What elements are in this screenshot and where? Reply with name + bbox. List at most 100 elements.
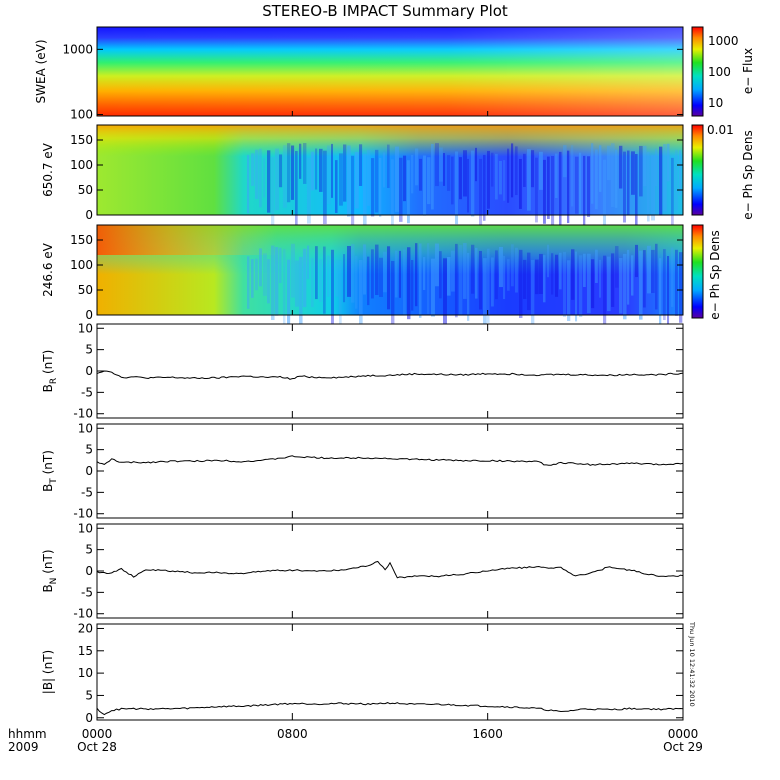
pad-650-texture-streak: [647, 151, 650, 222]
pad-650-texture-streak: [407, 160, 410, 224]
br-y-tick-label: -5: [81, 385, 93, 399]
pad-650-texture-streak: [363, 154, 367, 228]
x-row-label-year: 2009: [8, 740, 39, 754]
pad-246-texture-streak: [599, 259, 602, 298]
pad-246-texture-streak: [275, 247, 279, 316]
pad-650-texture-streak: [323, 150, 327, 225]
pad-650-texture-streak: [575, 156, 579, 214]
pad-246-texture-streak: [471, 244, 475, 294]
pad-650-texture-streak: [455, 151, 459, 225]
pad-650-texture: [247, 143, 682, 233]
bn-series-line: [96, 560, 684, 579]
pad-246-texture-streak: [255, 258, 258, 291]
swea-y-tick-label: 1000: [62, 42, 93, 56]
pad-246-texture-streak: [379, 257, 383, 297]
pad-246-texture-streak: [347, 246, 351, 297]
pad-246-texture-streak: [439, 251, 442, 299]
pad-246-texture-streak: [435, 243, 439, 287]
pad-650-texture-streak: [631, 151, 635, 195]
pad-246-texture-streak: [607, 256, 611, 312]
pad-650-texture-streak: [415, 148, 419, 186]
pad-246-texture-streak: [295, 260, 299, 307]
pad-650-y-tick-label: 50: [78, 183, 93, 197]
pad-650-texture-streak: [451, 156, 454, 205]
pad-246-texture-streak: [431, 258, 435, 317]
pad-246-y-tick-label: 100: [70, 258, 93, 272]
bmag-frame: [96, 623, 684, 721]
bt-y-tick-label: -5: [81, 485, 93, 499]
pad-650-texture-streak: [303, 143, 307, 184]
pad-650-texture-streak: [387, 144, 390, 189]
pad-246-texture-streak: [615, 246, 619, 288]
pad-246-texture-streak: [387, 246, 391, 310]
bmag-y-tick-label: 0: [85, 711, 93, 725]
br-y-tick-label: 5: [85, 343, 93, 357]
pad-650-texture-streak: [487, 150, 490, 209]
pad-650-texture-streak: [471, 150, 475, 217]
pad-246-texture-streak: [403, 249, 406, 315]
pad-246-texture-streak: [507, 259, 510, 291]
magnetic-field-panels: 10 5 0 -5 -10 BR (nT) 10 5 0 -5 -10 BT (nT) 10 5 0 -5 -1…: [41, 321, 684, 725]
pad-650-texture-streak: [367, 149, 371, 206]
pad-650-texture-streak: [679, 150, 682, 196]
bn-panel: 10 5 0 -5 -10 BN (nT): [41, 521, 684, 621]
pad-650-texture-streak: [319, 148, 323, 192]
pad-246-texture-streak: [671, 247, 674, 307]
pad-650-texture-streak: [267, 150, 271, 213]
pad-246-texture-streak: [411, 259, 414, 311]
pad-246-texture-streak: [555, 254, 559, 297]
pad-246-texture-streak: [639, 250, 643, 320]
x-tick-label-date: Oct 28: [77, 740, 117, 754]
pad-650-texture-streak: [403, 155, 407, 202]
pad-246-texture-streak: [663, 249, 666, 321]
pad-650-texture-streak: [499, 160, 502, 195]
bt-y-tick-label: 0: [85, 464, 93, 478]
pad-650-texture-streak: [411, 154, 414, 194]
x-tick-label-date: Oct 29: [663, 740, 703, 754]
pad-246-texture-streak: [583, 253, 586, 288]
x-tick-label-time: 0000: [82, 727, 113, 741]
pad-650-texture-streak: [399, 157, 403, 222]
colorbar-psd-1-bar: [691, 124, 704, 216]
pad-650-texture-streak: [463, 150, 467, 197]
pad-246-texture-streak: [631, 255, 634, 296]
pad-650-texture-streak: [611, 143, 615, 208]
pad-650-texture-streak: [663, 144, 667, 212]
x-tick-label-time: 0000: [668, 727, 699, 741]
pad-650-texture-streak: [495, 153, 498, 200]
colorbar-psd-1-tick: 0.01: [707, 123, 734, 137]
pad-246-texture-streak: [479, 250, 482, 310]
pad-650-texture-streak: [555, 153, 558, 199]
pad-246-texture-streak: [547, 244, 550, 278]
pad-246-texture-streak: [371, 249, 374, 299]
pad-650-y-label: 650.7 eV: [41, 142, 55, 197]
pad-246-texture-streak: [527, 252, 531, 311]
bn-y-tick-label: 10: [78, 521, 93, 535]
pad-650-texture-streak: [675, 149, 678, 211]
bn-y-tick-label: 0: [85, 564, 93, 578]
pad-246-texture-streak: [579, 255, 583, 318]
pad-650-texture-streak: [271, 157, 275, 231]
pad-246-texture-streak: [287, 259, 291, 336]
pad-246-texture-streak: [495, 250, 498, 300]
pad-246-texture-streak: [259, 248, 262, 287]
pad-246-texture-streak: [263, 253, 267, 296]
pad-650-texture-streak: [443, 152, 446, 186]
pad-650-y-tick-label: 100: [70, 158, 93, 172]
pad-650-texture-streak: [579, 152, 582, 215]
pad-246-texture-streak: [399, 250, 402, 298]
colorbar-psd-1: 0.01 e− Ph Sp Dens: [691, 123, 755, 220]
pad-650-texture-streak: [639, 145, 643, 197]
colorbar-psd-2-label: e− Ph Sp Dens: [708, 230, 722, 319]
pad-246-texture-streak: [571, 249, 575, 300]
pad-650-texture-streak: [531, 150, 535, 188]
pad-650-texture-streak: [295, 151, 298, 225]
pad-246-texture-streak: [331, 249, 334, 326]
pad-246-texture-streak: [307, 245, 310, 280]
pad-650-texture-streak: [635, 154, 638, 226]
pad-246-texture-streak: [455, 243, 458, 318]
pad-650-texture-streak: [503, 160, 506, 201]
pad-246-texture-streak: [323, 246, 326, 314]
pad-650-texture-streak: [491, 152, 494, 187]
